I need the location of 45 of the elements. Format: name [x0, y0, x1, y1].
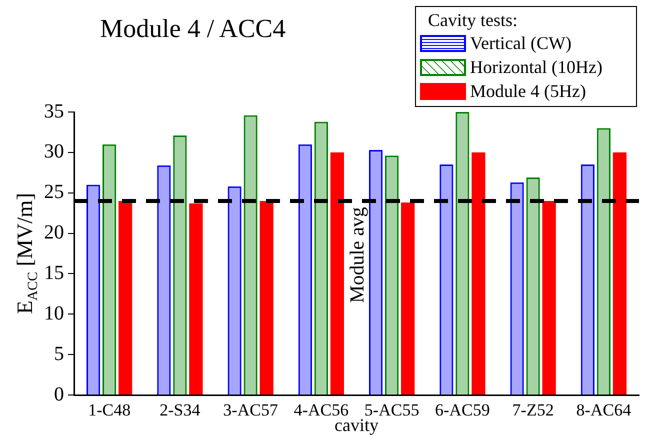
x-tick-label: 3-AC57: [223, 400, 278, 420]
y-tick-label: 35: [44, 100, 64, 122]
legend-label: Vertical (CW): [470, 32, 572, 54]
y-tick-label: 15: [44, 262, 64, 284]
bar: [369, 150, 383, 394]
y-tick-label: 25: [44, 181, 64, 204]
bar: [596, 128, 610, 394]
bar: [440, 164, 454, 394]
bar: [472, 152, 486, 394]
y-tick-label: 10: [44, 302, 64, 324]
bar: [157, 165, 171, 394]
y-tick-label: 5: [54, 342, 64, 365]
legend-label: Horizontal (10Hz): [470, 56, 602, 78]
bar: [244, 115, 258, 394]
legend-title: Cavity tests:: [427, 10, 518, 31]
chart-title: Module 4 / ACC4: [100, 14, 286, 44]
bar: [526, 177, 540, 394]
bar: [510, 182, 524, 394]
bar: [173, 135, 187, 394]
x-tick-label: 7-Z52: [512, 400, 554, 420]
bar: [260, 200, 274, 394]
bar: [102, 144, 116, 394]
bar: [542, 200, 556, 394]
x-tick-label: 8-AC64: [576, 400, 632, 420]
bar: [189, 203, 203, 394]
x-tick-label: 1-C48: [88, 400, 131, 420]
bar: [385, 156, 399, 394]
bar: [401, 202, 415, 394]
legend-label: Module 4 (5Hz): [470, 80, 586, 102]
bar: [118, 200, 132, 394]
x-tick-label: 6-AC59: [435, 400, 490, 420]
y-tick-label: 30: [44, 140, 64, 163]
y-tick-label: 0: [54, 383, 64, 406]
ref-line-label: Module avg: [346, 206, 368, 304]
bar: [456, 112, 470, 394]
y-axis-title: EACC [MV/m]: [12, 192, 41, 314]
bar: [86, 184, 100, 394]
bar: [228, 186, 242, 394]
bar: [580, 164, 594, 394]
x-tick-label: 2-S34: [160, 400, 201, 420]
bar: [298, 144, 312, 394]
bar: [314, 122, 328, 394]
bar: [612, 152, 626, 394]
y-tick-label: 20: [44, 222, 64, 244]
bar: [330, 152, 344, 394]
